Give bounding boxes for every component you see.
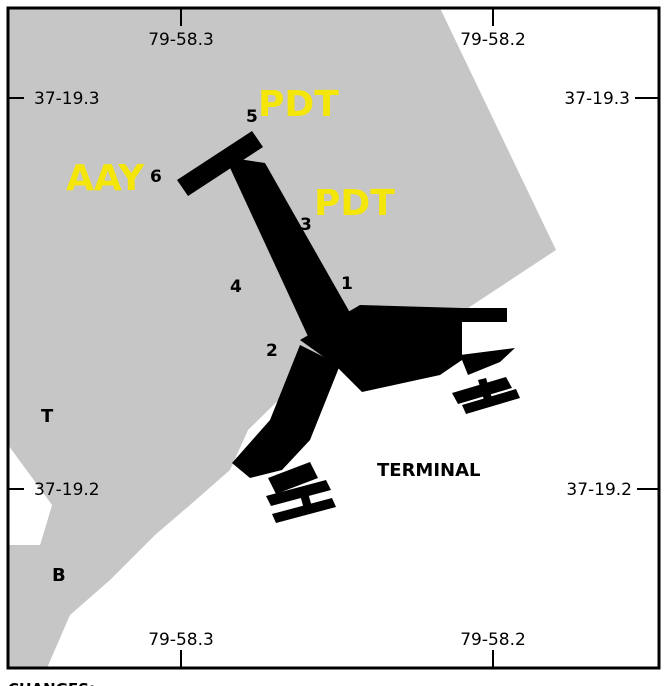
lat-label-upper-right: 37-19.3 <box>564 89 630 109</box>
lat-label-upper-left: 37-19.3 <box>34 89 100 109</box>
lon-label-top-right: 79-58.2 <box>460 30 526 50</box>
lat-label-lower-left: 37-19.2 <box>34 480 100 500</box>
carrier-label-aay: AAY <box>66 158 145 199</box>
lon-label-bottom-left: 79-58.3 <box>148 630 214 650</box>
terminal-building <box>177 131 515 494</box>
jet-bridge-south <box>266 480 336 523</box>
gate-4-label: 4 <box>230 277 242 297</box>
carrier-label-pdt-top: PDT <box>258 84 339 125</box>
gate-1-label: 1 <box>341 274 353 294</box>
map-frame <box>6 6 661 670</box>
gate-3-label: 3 <box>300 215 312 235</box>
gate-5-label: 5 <box>246 107 258 127</box>
coordinate-ticks <box>8 8 659 668</box>
lon-label-bottom-right: 79-58.2 <box>460 630 526 650</box>
changes-footer: CHANGES: ... <box>8 680 117 686</box>
terminal-label: TERMINAL <box>377 460 481 481</box>
apron-area <box>8 8 556 668</box>
apron-notch <box>8 445 52 545</box>
gate-2-label: 2 <box>266 341 278 361</box>
taxiway-t-label: T <box>41 406 54 427</box>
taxiway-b-label: B <box>52 565 66 586</box>
lat-label-lower-right: 37-19.2 <box>566 480 632 500</box>
gate-6-label: 6 <box>150 167 162 187</box>
jet-bridge-east <box>452 377 520 414</box>
lon-label-top-left: 79-58.3 <box>148 30 214 50</box>
carrier-label-pdt-mid: PDT <box>314 183 395 224</box>
